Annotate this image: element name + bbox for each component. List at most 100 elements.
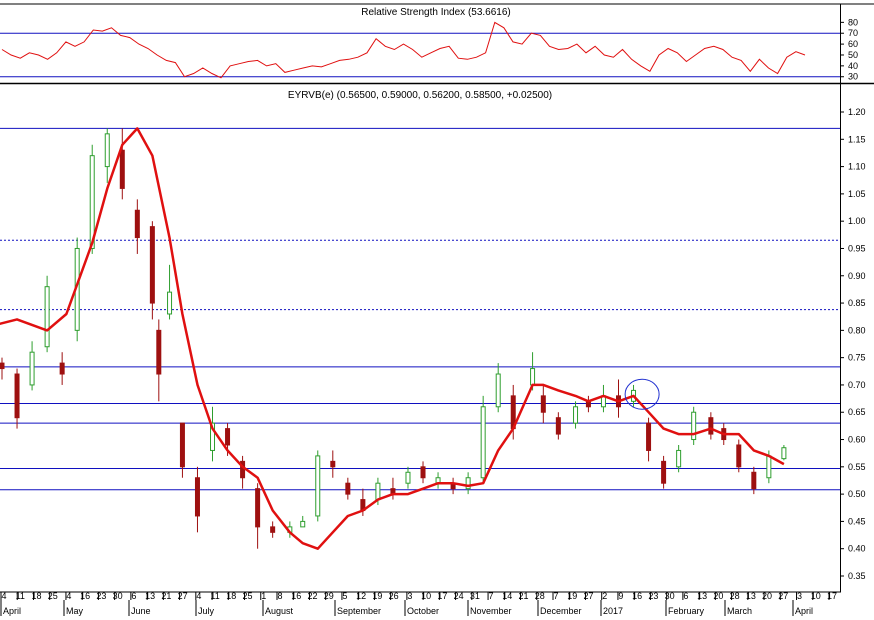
x-day-label: 28	[730, 591, 740, 601]
x-day-label: 6	[131, 591, 136, 601]
price-tick-label: 0.75	[848, 353, 866, 363]
x-day-label: 23	[648, 591, 658, 601]
x-day-label: 3	[407, 591, 412, 601]
x-day-label: 25	[243, 591, 253, 601]
x-day-label: 19	[567, 591, 577, 601]
rsi-title: Relative Strength Index (53.6616)	[361, 7, 511, 18]
x-day-label: 25	[48, 591, 58, 601]
moving-average-line	[0, 127, 785, 550]
candle-body	[691, 411, 697, 441]
x-day-label: 2	[602, 591, 607, 601]
x-day-label: 20	[762, 591, 772, 601]
x-day-label: 17	[827, 591, 837, 601]
x-day-label: 28	[535, 591, 545, 601]
price-tick-label: 1.15	[848, 134, 866, 144]
candle-body	[646, 422, 652, 451]
price-tick-label: 1.10	[848, 162, 866, 172]
rsi-tick-label: 40	[848, 61, 858, 71]
candle-body	[405, 471, 411, 484]
x-day-label: 4	[196, 591, 201, 601]
price-tick-label: 0.60	[848, 435, 866, 445]
x-day-label: 31	[470, 591, 480, 601]
price-title: EYRVB(e) (0.56500, 0.59000, 0.56200, 0.5…	[288, 90, 552, 101]
price-tick-label: 0.85	[848, 298, 866, 308]
x-day-label: 16	[291, 591, 301, 601]
rsi-tick-label: 60	[848, 39, 858, 49]
x-axis: 4 11 18 25 4 16 23 30 6 13 21 27 4 11 18 25 1 8 16 22 29 5 12 1…	[0, 591, 841, 616]
x-day-label: 16	[80, 591, 90, 601]
x-day-label: 27	[583, 591, 593, 601]
candle-body	[225, 428, 231, 446]
x-day-label: 10	[811, 591, 821, 601]
x-month-label: June	[131, 606, 151, 616]
price-tick-label: 0.45	[848, 516, 866, 526]
x-day-label: 7	[489, 591, 494, 601]
candle-body	[555, 417, 561, 435]
candle-body	[156, 329, 162, 375]
candle-body	[119, 149, 125, 189]
candle-body	[194, 477, 200, 517]
x-day-label: 7	[553, 591, 558, 601]
x-day-label: 13	[746, 591, 756, 601]
x-day-label: 8	[277, 591, 282, 601]
x-day-label: 13	[697, 591, 707, 601]
candle-body	[530, 368, 536, 386]
x-day-label: 19	[372, 591, 382, 601]
x-month-label: July	[198, 606, 215, 616]
candle-body	[495, 373, 501, 408]
candle-body	[766, 455, 772, 479]
candle-body	[149, 226, 155, 304]
candle-body	[540, 395, 546, 413]
x-month-label: August	[265, 606, 294, 616]
rsi-tick-label: 30	[848, 72, 858, 82]
x-day-label: 30	[113, 591, 123, 601]
price-tick-label: 0.95	[848, 243, 866, 253]
price-tick-label: 0.80	[848, 325, 866, 335]
candle-body	[676, 449, 682, 468]
candle-body	[59, 362, 65, 375]
x-month-label: 2017	[603, 606, 623, 616]
price-tick-label: 1.00	[848, 216, 866, 226]
candle-body	[300, 520, 306, 528]
x-month-label: February	[668, 606, 705, 616]
price-tick-label: 0.35	[848, 571, 866, 581]
candle-body	[104, 133, 110, 168]
rsi-tick-label: 80	[848, 17, 858, 27]
price-tick-label: 0.50	[848, 489, 866, 499]
x-day-label: 16	[632, 591, 642, 601]
x-day-label: 23	[96, 591, 106, 601]
x-day-label: 27	[178, 591, 188, 601]
x-day-label: 11	[16, 591, 25, 601]
x-month-label: May	[66, 606, 84, 616]
candle-body	[0, 362, 5, 370]
x-day-label: 14	[502, 591, 512, 601]
candle-body	[736, 444, 742, 468]
x-day-label: 13	[145, 591, 155, 601]
candle-body	[210, 422, 216, 451]
candle-body	[661, 460, 667, 484]
candle-body	[44, 286, 50, 348]
candle-body	[29, 351, 35, 386]
annotation-ellipse	[624, 378, 660, 410]
candle-body	[255, 488, 261, 528]
candle-body	[330, 460, 336, 468]
price-tick-label: 1.05	[848, 189, 866, 199]
x-day-label: 12	[356, 591, 366, 601]
x-day-label: 29	[324, 591, 334, 601]
candle-body	[480, 406, 486, 479]
x-day-label: 18	[226, 591, 236, 601]
x-month-label: April	[795, 606, 813, 616]
candle-body	[573, 406, 579, 424]
x-day-label: 21	[519, 591, 529, 601]
candle-body	[420, 466, 426, 479]
candle-body	[465, 477, 471, 490]
x-day-label: 20	[713, 591, 723, 601]
candle-body	[270, 526, 276, 533]
candle-body	[708, 417, 714, 435]
candle-body	[781, 447, 787, 460]
x-month-label: November	[470, 606, 512, 616]
x-day-label: 21	[161, 591, 171, 601]
x-day-label: 22	[307, 591, 317, 601]
candle-body	[167, 291, 173, 315]
x-day-label: 30	[665, 591, 675, 601]
